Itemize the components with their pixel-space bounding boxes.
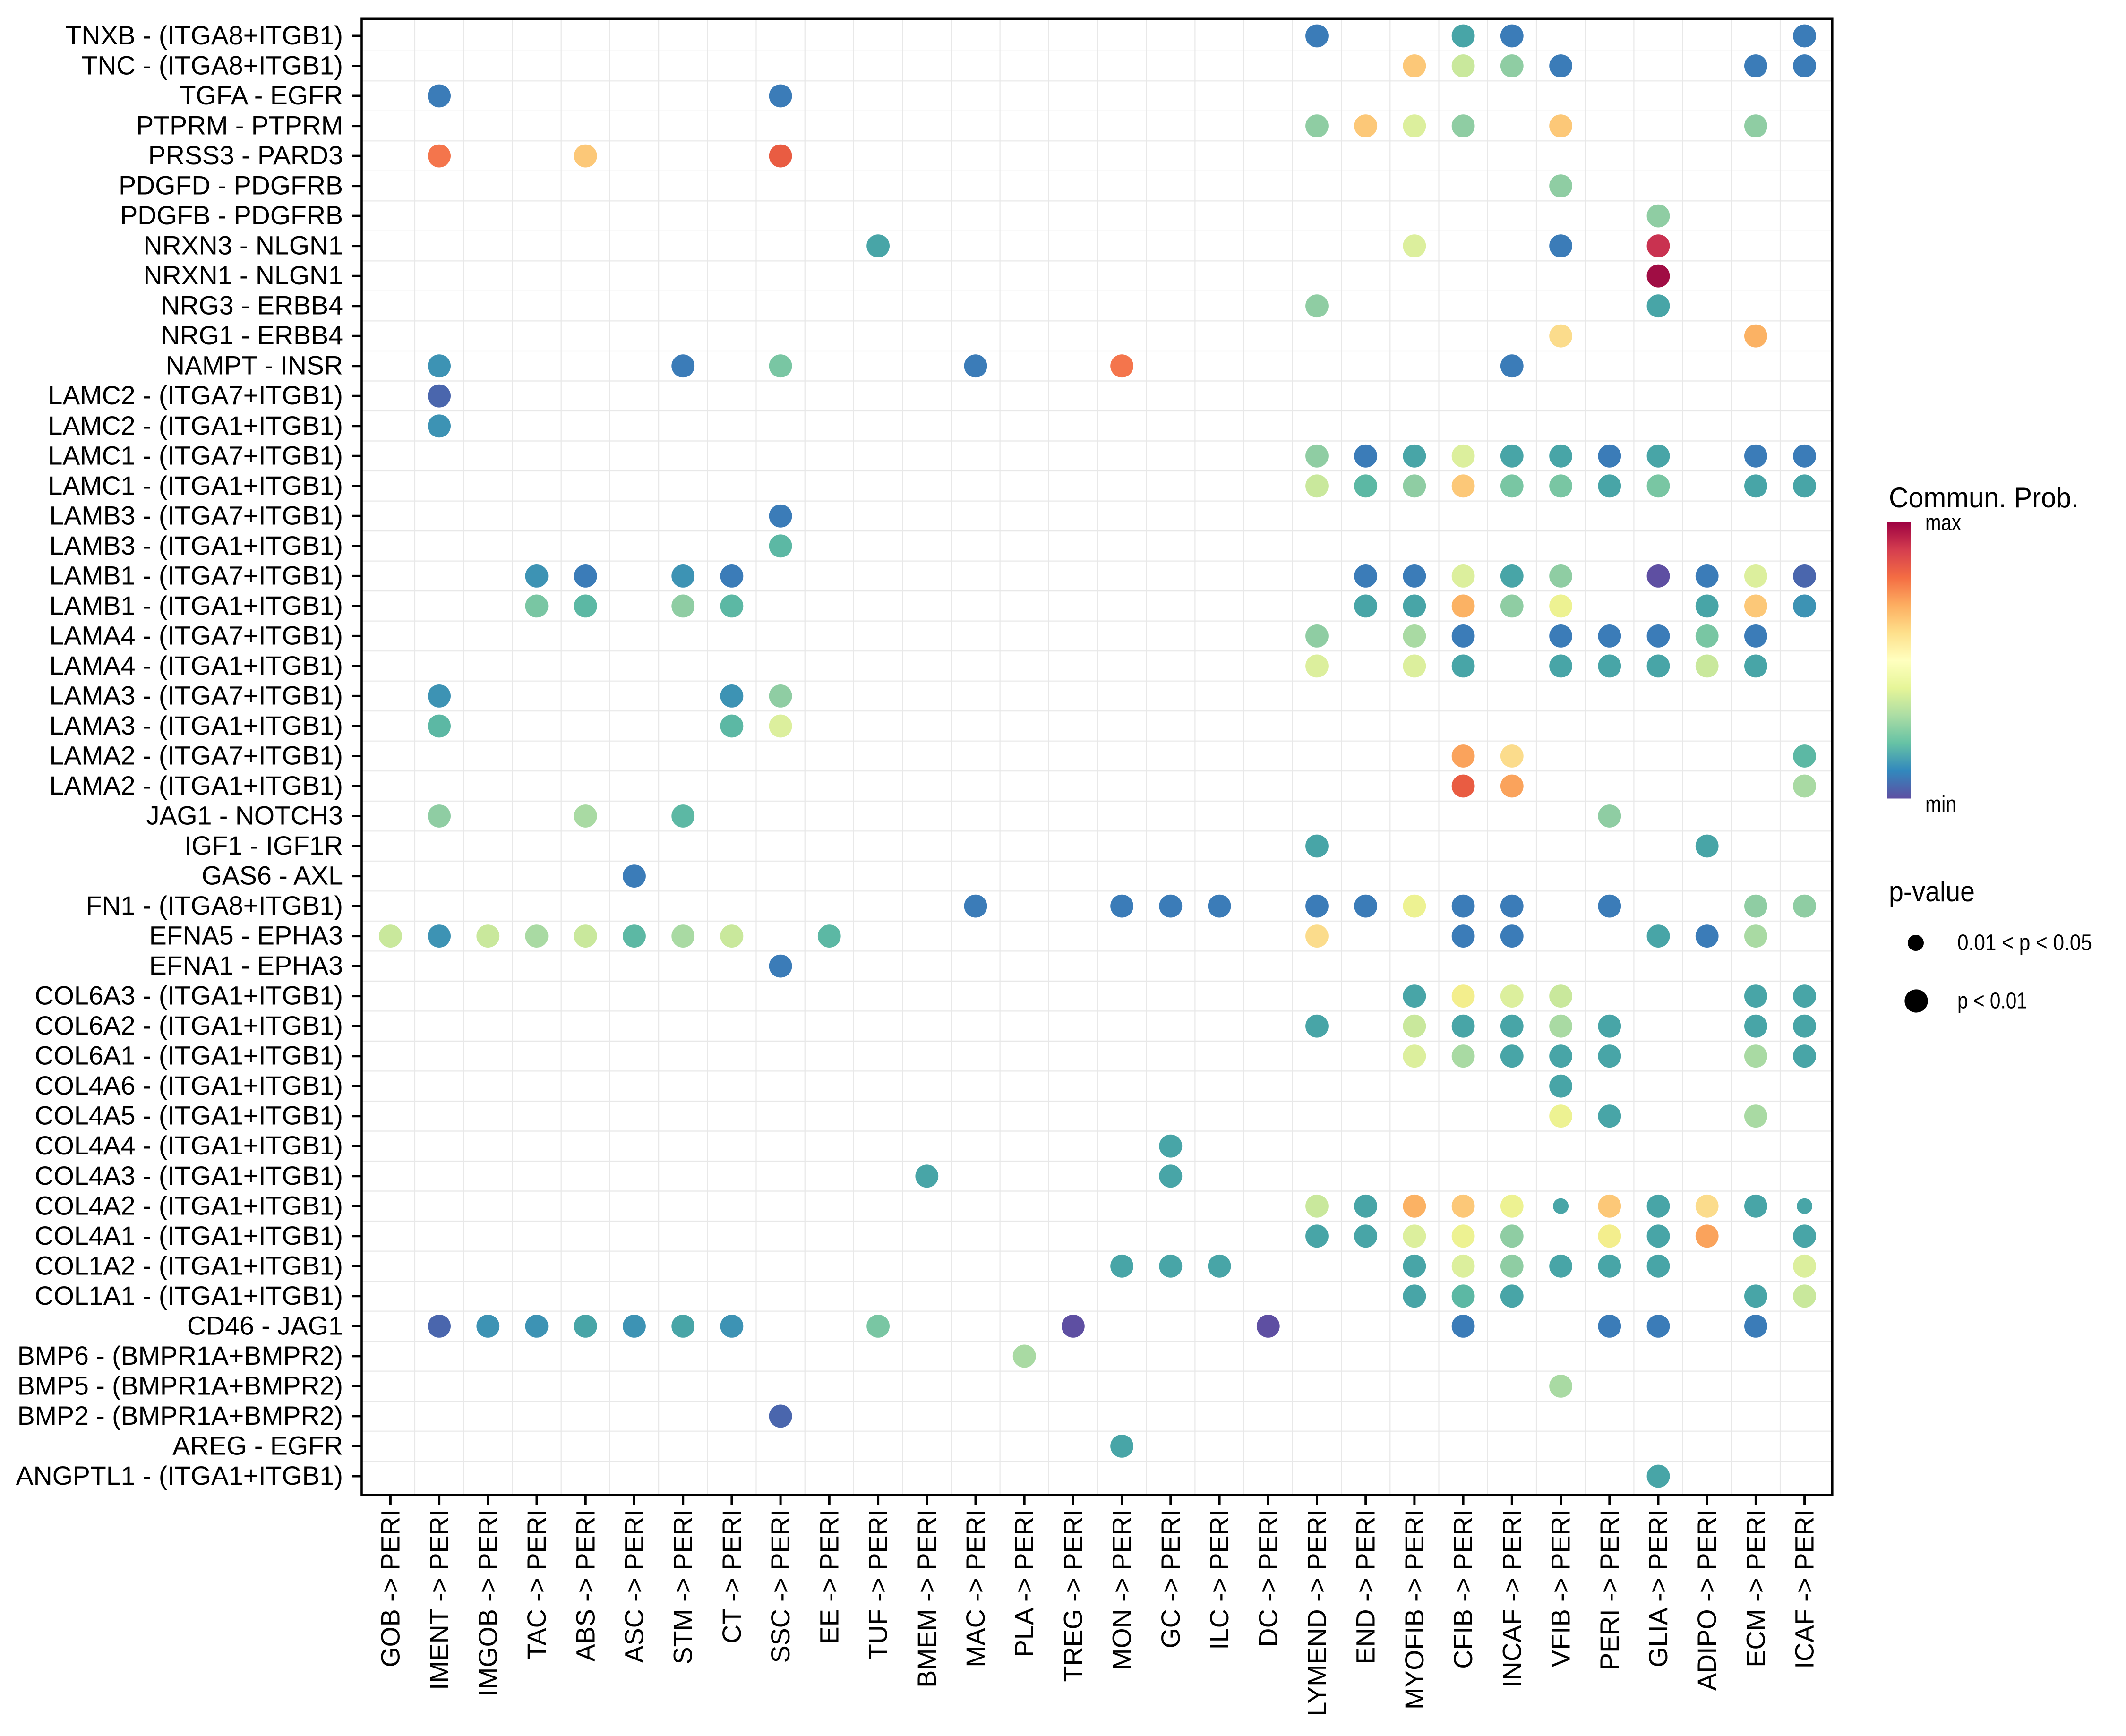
- svg-text:PTPRM - PTPRM: PTPRM - PTPRM: [136, 111, 343, 140]
- svg-text:LAMC1 - (ITGA1+ITGB1): LAMC1 - (ITGA1+ITGB1): [48, 471, 343, 500]
- svg-text:LAMA3 - (ITGA1+ITGB1): LAMA3 - (ITGA1+ITGB1): [50, 711, 343, 740]
- svg-text:LAMB1 - (ITGA7+ITGB1): LAMB1 - (ITGA7+ITGB1): [50, 561, 343, 590]
- svg-text:DC -> PERI: DC -> PERI: [1253, 1509, 1283, 1647]
- svg-text:PERI -> PERI: PERI -> PERI: [1595, 1509, 1624, 1670]
- svg-text:PDGFB - PDGFRB: PDGFB - PDGFRB: [120, 201, 343, 230]
- svg-text:TREG -> PERI: TREG -> PERI: [1058, 1509, 1088, 1682]
- svg-text:CD46 - JAG1: CD46 - JAG1: [187, 1311, 343, 1340]
- svg-text:EFNA5 - EPHA3: EFNA5 - EPHA3: [149, 921, 343, 950]
- svg-text:NRXN1 - NLGN1: NRXN1 - NLGN1: [143, 261, 343, 290]
- svg-text:IGF1 - IGF1R: IGF1 - IGF1R: [184, 831, 343, 860]
- svg-text:BMP5 - (BMPR1A+BMPR2): BMP5 - (BMPR1A+BMPR2): [17, 1371, 343, 1400]
- svg-text:LAMC1 - (ITGA7+ITGB1): LAMC1 - (ITGA7+ITGB1): [48, 441, 343, 470]
- svg-text:Commun. Prob.: Commun. Prob.: [1889, 482, 2079, 513]
- svg-text:NRG3 - ERBB4: NRG3 - ERBB4: [161, 291, 343, 320]
- svg-text:LAMA3 - (ITGA7+ITGB1): LAMA3 - (ITGA7+ITGB1): [50, 681, 343, 710]
- svg-text:PRSS3 - PARD3: PRSS3 - PARD3: [148, 141, 343, 170]
- svg-text:BMP6 - (BMPR1A+BMPR2): BMP6 - (BMPR1A+BMPR2): [17, 1341, 343, 1370]
- svg-text:LAMA4 - (ITGA7+ITGB1): LAMA4 - (ITGA7+ITGB1): [50, 621, 343, 650]
- svg-text:TNXB - (ITGA8+ITGB1): TNXB - (ITGA8+ITGB1): [66, 21, 343, 50]
- svg-text:ICAF -> PERI: ICAF -> PERI: [1790, 1509, 1819, 1669]
- svg-text:AREG - EGFR: AREG - EGFR: [172, 1431, 343, 1460]
- svg-text:LAMC2 - (ITGA1+ITGB1): LAMC2 - (ITGA1+ITGB1): [48, 411, 343, 440]
- svg-text:GC -> PERI: GC -> PERI: [1156, 1509, 1185, 1649]
- svg-text:ASC -> PERI: ASC -> PERI: [620, 1509, 649, 1663]
- svg-text:GAS6 - AXL: GAS6 - AXL: [202, 861, 343, 890]
- svg-text:LAMC2 - (ITGA7+ITGB1): LAMC2 - (ITGA7+ITGB1): [48, 381, 343, 410]
- svg-text:IMGOB -> PERI: IMGOB -> PERI: [473, 1509, 503, 1696]
- svg-text:p < 0.01: p < 0.01: [1957, 989, 2027, 1014]
- svg-text:NAMPT - INSR: NAMPT - INSR: [166, 351, 343, 380]
- svg-text:ANGPTL1 - (ITGA1+ITGB1): ANGPTL1 - (ITGA1+ITGB1): [16, 1461, 343, 1490]
- svg-text:max: max: [1925, 511, 1961, 536]
- svg-text:FN1 - (ITGA8+ITGB1): FN1 - (ITGA8+ITGB1): [86, 891, 343, 920]
- svg-text:COL6A3 - (ITGA1+ITGB1): COL6A3 - (ITGA1+ITGB1): [35, 981, 343, 1010]
- svg-text:LAMA2 - (ITGA1+ITGB1): LAMA2 - (ITGA1+ITGB1): [50, 771, 343, 800]
- svg-text:COL6A2 - (ITGA1+ITGB1): COL6A2 - (ITGA1+ITGB1): [35, 1011, 343, 1040]
- svg-text:COL1A2 - (ITGA1+ITGB1): COL1A2 - (ITGA1+ITGB1): [35, 1251, 343, 1280]
- svg-text:LAMA2 - (ITGA7+ITGB1): LAMA2 - (ITGA7+ITGB1): [50, 741, 343, 770]
- svg-text:GLIA -> PERI: GLIA -> PERI: [1644, 1509, 1673, 1668]
- svg-text:LAMB3 - (ITGA1+ITGB1): LAMB3 - (ITGA1+ITGB1): [50, 531, 343, 560]
- svg-text:CFIB -> PERI: CFIB -> PERI: [1449, 1509, 1478, 1669]
- svg-text:BMP2 - (BMPR1A+BMPR2): BMP2 - (BMPR1A+BMPR2): [17, 1401, 343, 1430]
- svg-text:INCAF -> PERI: INCAF -> PERI: [1497, 1509, 1526, 1688]
- svg-text:COL1A1 - (ITGA1+ITGB1): COL1A1 - (ITGA1+ITGB1): [35, 1281, 343, 1310]
- svg-text:GOB -> PERI: GOB -> PERI: [376, 1509, 405, 1668]
- svg-text:ABS -> PERI: ABS -> PERI: [571, 1509, 600, 1661]
- svg-text:SSC -> PERI: SSC -> PERI: [766, 1509, 795, 1663]
- svg-text:END -> PERI: END -> PERI: [1351, 1509, 1380, 1664]
- svg-text:STM -> PERI: STM -> PERI: [669, 1509, 698, 1664]
- svg-text:COL6A1 - (ITGA1+ITGB1): COL6A1 - (ITGA1+ITGB1): [35, 1041, 343, 1070]
- svg-text:VFIB -> PERI: VFIB -> PERI: [1546, 1509, 1576, 1668]
- svg-text:LAMA4 - (ITGA1+ITGB1): LAMA4 - (ITGA1+ITGB1): [50, 651, 343, 680]
- svg-text:COL4A1 - (ITGA1+ITGB1): COL4A1 - (ITGA1+ITGB1): [35, 1221, 343, 1250]
- svg-text:p-value: p-value: [1889, 876, 1975, 907]
- svg-text:NRXN3 - NLGN1: NRXN3 - NLGN1: [143, 231, 343, 260]
- svg-text:TNC - (ITGA8+ITGB1): TNC - (ITGA8+ITGB1): [81, 51, 343, 80]
- svg-text:EFNA1 - EPHA3: EFNA1 - EPHA3: [149, 951, 343, 980]
- svg-text:ILC -> PERI: ILC -> PERI: [1205, 1509, 1234, 1650]
- svg-text:COL4A4 - (ITGA1+ITGB1): COL4A4 - (ITGA1+ITGB1): [35, 1131, 343, 1160]
- svg-text:TUF -> PERI: TUF -> PERI: [864, 1509, 893, 1660]
- svg-text:PLA -> PERI: PLA -> PERI: [1010, 1509, 1039, 1657]
- svg-text:ECM -> PERI: ECM -> PERI: [1741, 1509, 1770, 1668]
- svg-text:LAMB3 - (ITGA7+ITGB1): LAMB3 - (ITGA7+ITGB1): [50, 501, 343, 530]
- svg-text:JAG1 - NOTCH3: JAG1 - NOTCH3: [146, 801, 343, 830]
- svg-text:MON -> PERI: MON -> PERI: [1107, 1509, 1137, 1670]
- svg-text:LAMB1 - (ITGA1+ITGB1): LAMB1 - (ITGA1+ITGB1): [50, 591, 343, 620]
- svg-text:0.01 < p < 0.05: 0.01 < p < 0.05: [1957, 931, 2092, 956]
- svg-text:min: min: [1925, 792, 1956, 817]
- svg-text:CT -> PERI: CT -> PERI: [717, 1509, 746, 1643]
- svg-text:TGFA - EGFR: TGFA - EGFR: [180, 81, 343, 110]
- svg-text:BMEM -> PERI: BMEM -> PERI: [912, 1509, 942, 1688]
- svg-text:IMENT -> PERI: IMENT -> PERI: [425, 1509, 454, 1690]
- svg-text:TAC -> PERI: TAC -> PERI: [522, 1509, 551, 1659]
- svg-text:COL4A2 - (ITGA1+ITGB1): COL4A2 - (ITGA1+ITGB1): [35, 1191, 343, 1220]
- svg-text:COL4A6 - (ITGA1+ITGB1): COL4A6 - (ITGA1+ITGB1): [35, 1071, 343, 1100]
- svg-text:NRG1 - ERBB4: NRG1 - ERBB4: [161, 321, 343, 350]
- svg-text:LYMEND -> PERI: LYMEND -> PERI: [1303, 1509, 1332, 1716]
- svg-text:COL4A3 - (ITGA1+ITGB1): COL4A3 - (ITGA1+ITGB1): [35, 1161, 343, 1190]
- svg-text:EE -> PERI: EE -> PERI: [814, 1509, 844, 1644]
- svg-text:MAC -> PERI: MAC -> PERI: [961, 1509, 990, 1668]
- svg-text:MYOFIB -> PERI: MYOFIB -> PERI: [1400, 1509, 1429, 1710]
- svg-text:COL4A5 - (ITGA1+ITGB1): COL4A5 - (ITGA1+ITGB1): [35, 1101, 343, 1130]
- svg-text:PDGFD - PDGFRB: PDGFD - PDGFRB: [119, 171, 343, 200]
- svg-text:ADIPO -> PERI: ADIPO -> PERI: [1692, 1509, 1722, 1691]
